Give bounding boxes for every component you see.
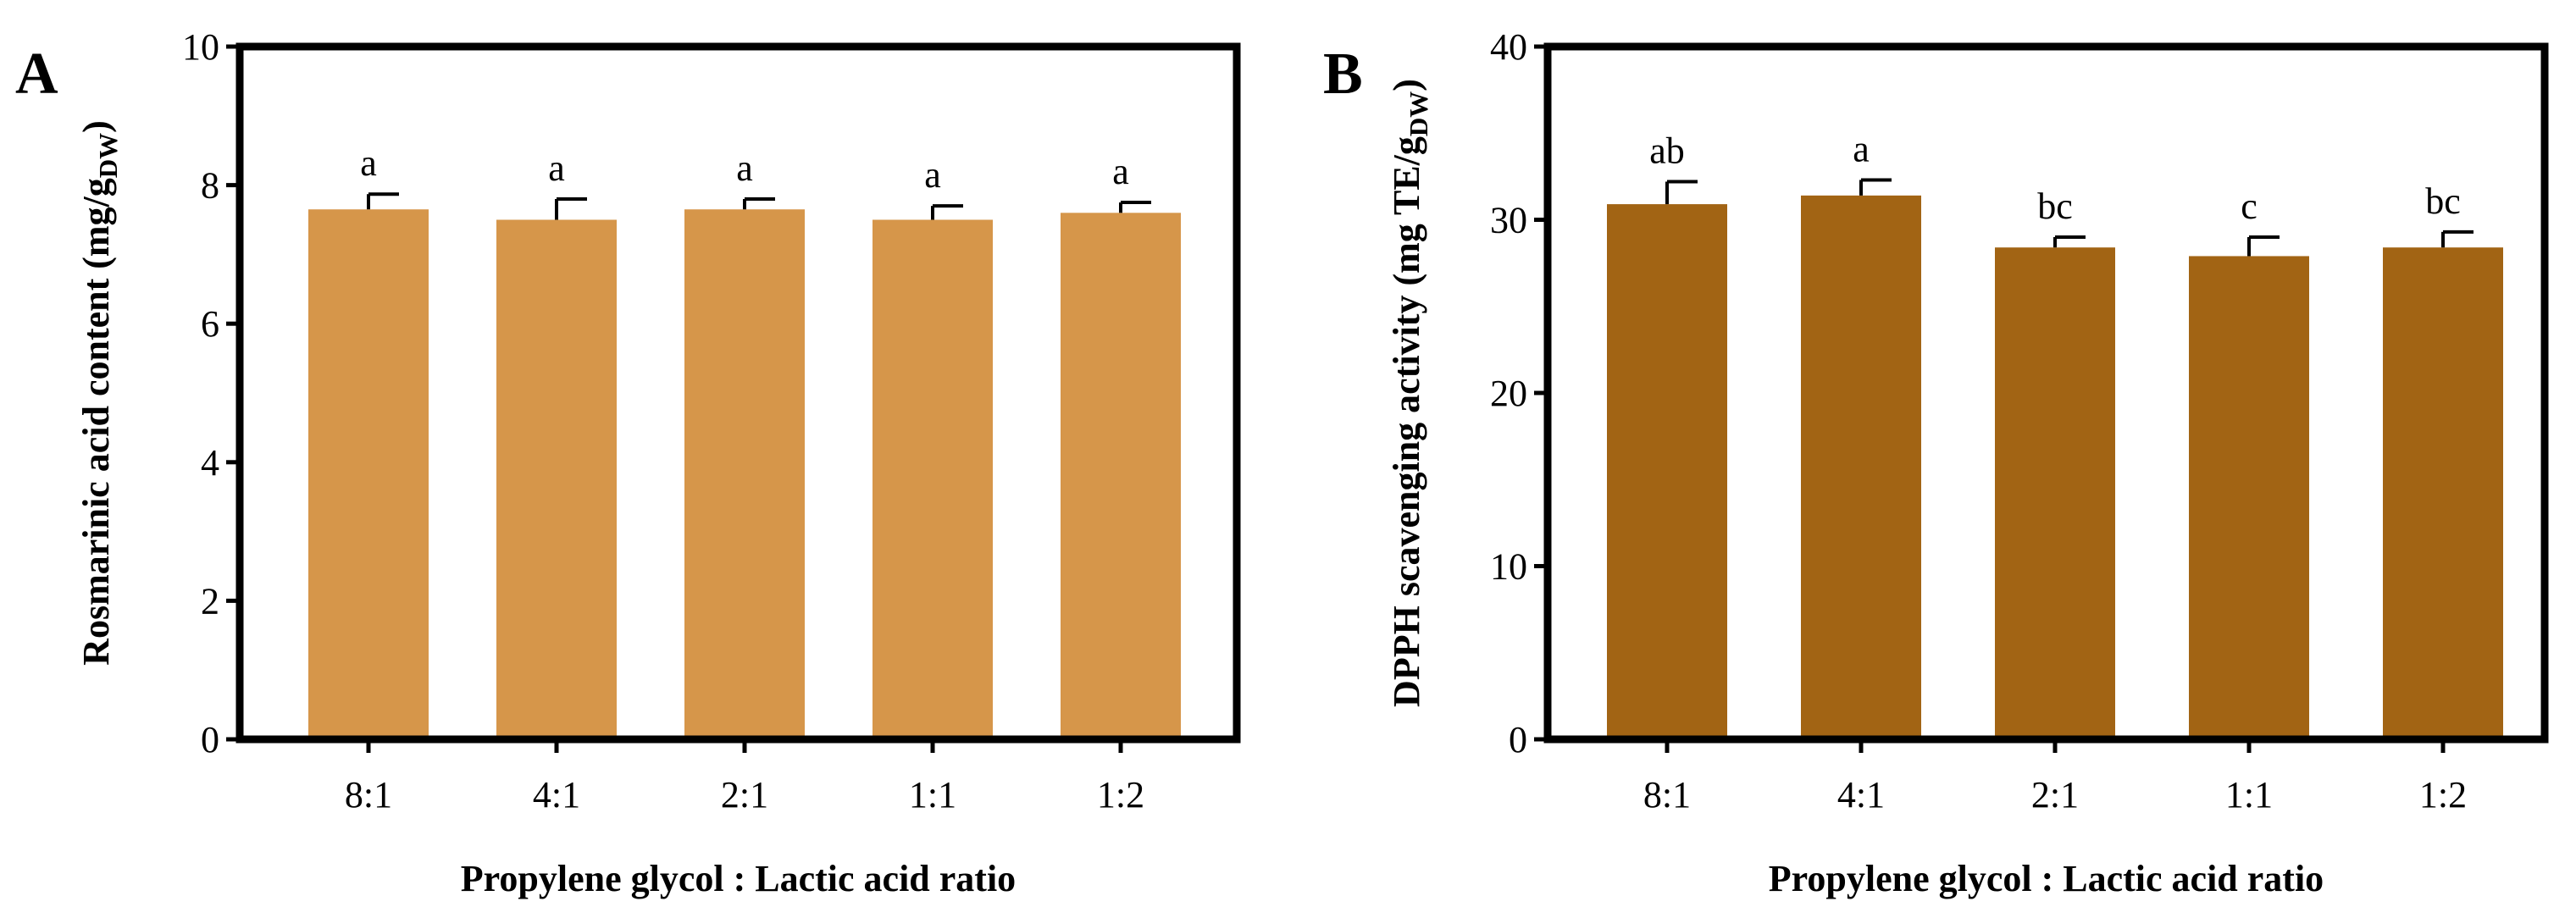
x-tick-label: 1:2 [2419, 774, 2467, 816]
bar-2:1 [1995, 247, 2115, 740]
y-tick-label: 6 [201, 303, 219, 345]
error-bar-8:1 [1665, 180, 1698, 205]
error-bar-1:1 [2247, 235, 2280, 257]
bar-1:2 [1061, 213, 1181, 739]
significance-label: bc [2425, 180, 2461, 222]
x-axis-title: Propylene glycol : Lactic acid ratio [1769, 858, 2324, 899]
error-bar-4:1 [555, 196, 587, 220]
significance-label: a [924, 154, 941, 196]
plot-frame [235, 42, 1241, 744]
significance-label: bc [2037, 185, 2073, 227]
y-tick-label: 40 [1490, 26, 1527, 68]
y-tick-label: 20 [1490, 373, 1527, 414]
bar-1:1 [2189, 256, 2309, 739]
chart-panel-a: Aa 8:1 a 4:1 a 2:1 a 1:1 a 1:2 0 2 4 6 8 10 Propylene gl… [15, 26, 1241, 899]
panel-label: A [15, 41, 58, 107]
significance-label: a [1853, 128, 1870, 169]
y-axis-title: Rosmarinic acid content (mg/gDW) [75, 120, 123, 666]
x-tick-label: 4:1 [1837, 774, 1885, 816]
significance-label: a [360, 142, 377, 184]
significance-label: ab [1649, 130, 1685, 172]
panel-label: B [1323, 41, 1363, 107]
y-tick-label: 4 [201, 442, 219, 484]
error-bar-2:1 [743, 196, 775, 210]
plot-frame [1543, 42, 2549, 744]
y-tick-label: 8 [201, 165, 219, 207]
y-tick-label: 2 [201, 580, 219, 622]
significance-label: a [1112, 151, 1129, 192]
error-bar-2:1 [2053, 235, 2086, 248]
bar-1:1 [873, 219, 993, 739]
x-tick-label: 1:2 [1097, 774, 1144, 816]
bar-4:1 [496, 219, 617, 739]
y-tick-label: 10 [182, 26, 219, 68]
x-tick-label: 8:1 [345, 774, 392, 816]
x-axis-title: Propylene glycol : Lactic acid ratio [461, 858, 1016, 899]
x-tick-label: 1:1 [909, 774, 956, 816]
significance-label: c [2241, 185, 2257, 227]
x-tick-label: 2:1 [721, 774, 768, 816]
error-bar-1:2 [2441, 230, 2474, 248]
bar-2:1 [684, 209, 805, 740]
error-bar-4:1 [1859, 178, 1892, 196]
error-bar-1:1 [931, 204, 963, 220]
y-tick-label: 10 [1490, 546, 1527, 588]
y-tick-label: 30 [1490, 200, 1527, 241]
x-tick-label: 2:1 [2031, 774, 2079, 816]
bar-1:2 [2383, 247, 2503, 740]
error-bar-8:1 [367, 192, 399, 210]
bar-8:1 [308, 209, 429, 740]
x-tick-label: 8:1 [1643, 774, 1691, 816]
y-tick-label: 0 [1509, 719, 1527, 760]
bar-4:1 [1801, 195, 1921, 739]
x-tick-label: 1:1 [2225, 774, 2273, 816]
x-tick-label: 4:1 [533, 774, 580, 816]
y-tick-label: 0 [201, 719, 219, 760]
significance-label: a [736, 147, 753, 189]
bar-8:1 [1607, 204, 1727, 740]
error-bar-1:2 [1119, 201, 1151, 213]
y-axis-title: DPPH scavenging activity (mg TE/gDW) [1386, 79, 1433, 707]
chart-panel-b: Bab 8:1 a 4:1 bc 2:1 c 1:1 bc 1:2 0 10 20 30 40 Propyle… [1323, 26, 2549, 899]
significance-label: a [548, 147, 565, 189]
